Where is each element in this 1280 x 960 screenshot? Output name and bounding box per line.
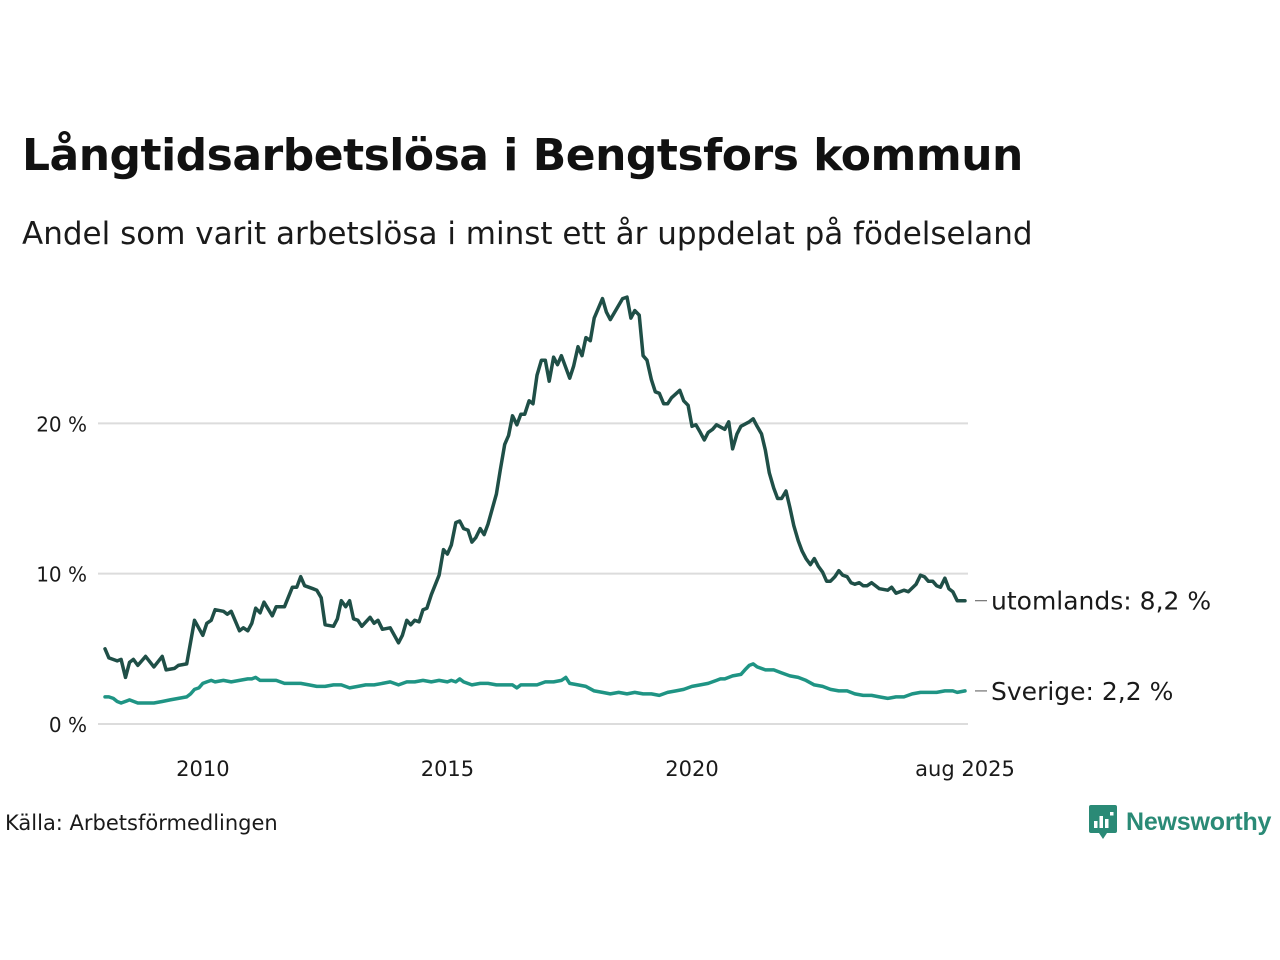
brand-logo[interactable]: Newsworthy [1088, 804, 1271, 840]
series-line-sverige [103, 662, 967, 705]
chart-subtitle: Andel som varit arbetslösa i minst ett å… [22, 216, 1033, 252]
series-line-utomlands [103, 295, 967, 680]
series-lines [103, 295, 967, 705]
y-tick-label-10: 10 % [36, 563, 87, 587]
end-label-sverige: Sverige: 2,2 % [991, 677, 1173, 706]
end-label-utomlands: utomlands: 8,2 % [991, 587, 1211, 616]
x-tick-label-2010: 2010 [176, 757, 229, 781]
brand-name: Newsworthy [1126, 807, 1272, 836]
y-tick-label-0: 0 % [49, 713, 87, 737]
source-note: Källa: Arbetsförmedlingen [5, 811, 278, 835]
y-tick-label-20: 20 % [36, 412, 87, 436]
newsworthy-logo-icon [1089, 805, 1117, 839]
x-axis-labels: 2010 2015 2020 aug 2025 [176, 757, 1015, 781]
x-tick-label-2015: 2015 [421, 757, 474, 781]
y-axis-labels: 0 % 10 % 20 % [36, 412, 87, 737]
x-tick-label-2020: 2020 [665, 757, 718, 781]
chart-title: Långtidsarbetslösa i Bengtsfors kommun [22, 130, 1023, 181]
x-tick-label-aug-2025: aug 2025 [915, 757, 1015, 781]
end-labels: utomlands: 8,2 % Sverige: 2,2 % [975, 587, 1211, 706]
